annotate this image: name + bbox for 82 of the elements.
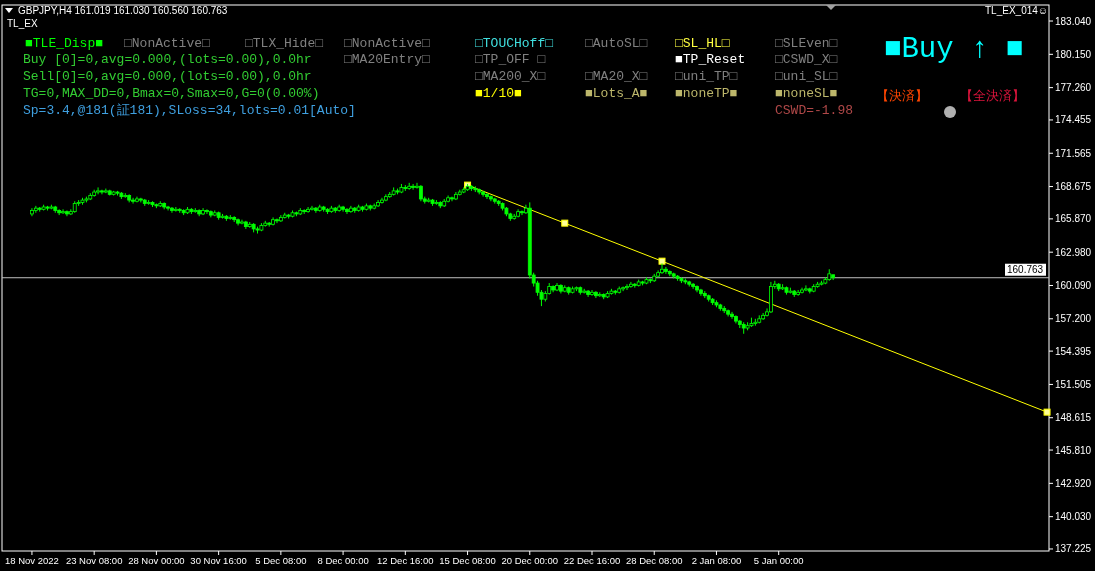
annotation: ■Lots_A■ bbox=[585, 86, 648, 101]
y-tick-label: 142.920 bbox=[1055, 477, 1092, 489]
annotation: TL_EX_014☺ bbox=[985, 5, 1049, 16]
annotation: □TOUCHoff□ bbox=[475, 36, 554, 51]
candlestick bbox=[306, 206, 310, 214]
annotation: □SLEven□ bbox=[775, 36, 838, 51]
annotation: ■TP_Reset bbox=[675, 52, 746, 67]
chart-title: GBPJPY,H4 161.019 161.030 160.560 160.763 bbox=[18, 5, 228, 16]
y-tick-label: 154.395 bbox=[1055, 345, 1092, 357]
y-tick-label: 145.810 bbox=[1055, 444, 1092, 456]
candlestick bbox=[411, 183, 415, 191]
y-tick-label: 140.030 bbox=[1055, 511, 1092, 523]
candlestick bbox=[664, 266, 668, 275]
candlestick bbox=[345, 207, 349, 215]
x-tick-label: 12 Dec 16:00 bbox=[377, 555, 434, 566]
annotation: □uni_TP□ bbox=[675, 69, 738, 84]
annotation: ■noneSL■ bbox=[775, 86, 838, 101]
annotation: 【決済】 bbox=[876, 88, 928, 104]
y-tick-label: 165.870 bbox=[1055, 213, 1092, 225]
annotation: ■Buy ↑ ■ bbox=[884, 33, 1024, 66]
annotation: ■noneTP■ bbox=[675, 86, 738, 101]
annotation: □MA200_X□ bbox=[475, 69, 546, 84]
candlestick bbox=[590, 289, 594, 297]
candlestick bbox=[131, 197, 135, 205]
annotation: Sell[0]=0,avg=0.000,(lots=0.00),0.0hr bbox=[23, 69, 312, 84]
x-tick-label: 15 Dec 08:00 bbox=[439, 555, 496, 566]
candlestick bbox=[520, 209, 524, 216]
annotation: □NonActive□ bbox=[344, 36, 431, 51]
y-tick-label: 171.565 bbox=[1055, 147, 1092, 159]
point bbox=[561, 219, 569, 227]
x-tick-label: 23 Nov 08:00 bbox=[65, 555, 123, 566]
annotation: TG=0,MAX_DD=0,Bmax=0,Smax=0,G=0(0.00%) bbox=[23, 86, 320, 101]
y-tick-label: 157.200 bbox=[1055, 313, 1092, 325]
candlestick bbox=[96, 186, 100, 195]
candlestick bbox=[170, 206, 174, 214]
candlestick bbox=[205, 208, 209, 215]
x-tick-label: 20 Dec 00:00 bbox=[501, 555, 559, 566]
x-tick-label: 5 Dec 08:00 bbox=[255, 555, 307, 566]
annotation: □TP_OFF □ bbox=[475, 52, 546, 67]
annotation: □AutoSL□ bbox=[585, 36, 648, 51]
y-tick-label: 177.260 bbox=[1055, 82, 1092, 94]
candlestick bbox=[804, 284, 808, 292]
y-tick-label: 168.675 bbox=[1055, 181, 1092, 193]
annotation: □uni_SL□ bbox=[775, 69, 838, 84]
candlestick bbox=[691, 282, 696, 290]
y-tick-label: 151.505 bbox=[1055, 378, 1092, 390]
x-tick-label: 18 Nov 2022 bbox=[5, 555, 59, 566]
x-tick-label: 22 Dec 16:00 bbox=[563, 555, 621, 566]
y-tick-label: 148.615 bbox=[1055, 412, 1092, 424]
annotation: ■1/10■ bbox=[475, 86, 523, 101]
x-tick-label: 2 Jan 08:00 bbox=[691, 555, 742, 566]
y-tick-label: 183.040 bbox=[1055, 15, 1092, 27]
candlestick bbox=[730, 311, 734, 320]
annotation: □SL_HL□ bbox=[675, 36, 730, 51]
x-tick-label: 8 Dec 00:00 bbox=[317, 555, 369, 566]
y-tick-label: 137.225 bbox=[1055, 543, 1092, 555]
annotation: CSWD=-1.98 bbox=[775, 103, 854, 118]
x-tick-label: 28 Nov 00:00 bbox=[128, 555, 185, 566]
x-tick-label: 5 Jan 00:00 bbox=[753, 555, 804, 566]
annotation: □TLX_Hide□ bbox=[245, 36, 324, 51]
y-tick-label: 174.455 bbox=[1055, 114, 1092, 126]
annotation: Sp=3.4,@181(証181),SLoss=34,lots=0.01[Auto] bbox=[23, 103, 356, 118]
annotation: Buy [0]=0,avg=0.000,(lots=0.00),0.0hr bbox=[23, 52, 312, 67]
candlestick bbox=[625, 283, 629, 291]
annotation: 【全決済】 bbox=[960, 88, 1025, 104]
annotation: □MA20Entry□ bbox=[344, 52, 431, 67]
annotation: ■TLE_Disp■ bbox=[25, 36, 104, 51]
annotation: □NonActive□ bbox=[124, 36, 211, 51]
ref-line-label: 160.763 bbox=[1007, 264, 1044, 276]
annotation: □CSWD_X□ bbox=[775, 52, 838, 67]
point bbox=[1043, 408, 1051, 416]
candlestick bbox=[629, 281, 633, 289]
text: TL_EX bbox=[7, 18, 38, 29]
x-tick-label: 30 Nov 16:00 bbox=[190, 555, 247, 566]
y-tick-label: 180.150 bbox=[1055, 48, 1092, 60]
candlestick bbox=[61, 208, 65, 215]
point bbox=[658, 257, 666, 265]
x-tick-label: 28 Dec 08:00 bbox=[625, 555, 683, 566]
y-tick-label: 162.980 bbox=[1055, 246, 1092, 258]
candlestick bbox=[485, 192, 489, 200]
annotation: □MA20_X□ bbox=[585, 69, 648, 84]
y-tick-label: 160.090 bbox=[1055, 279, 1092, 291]
